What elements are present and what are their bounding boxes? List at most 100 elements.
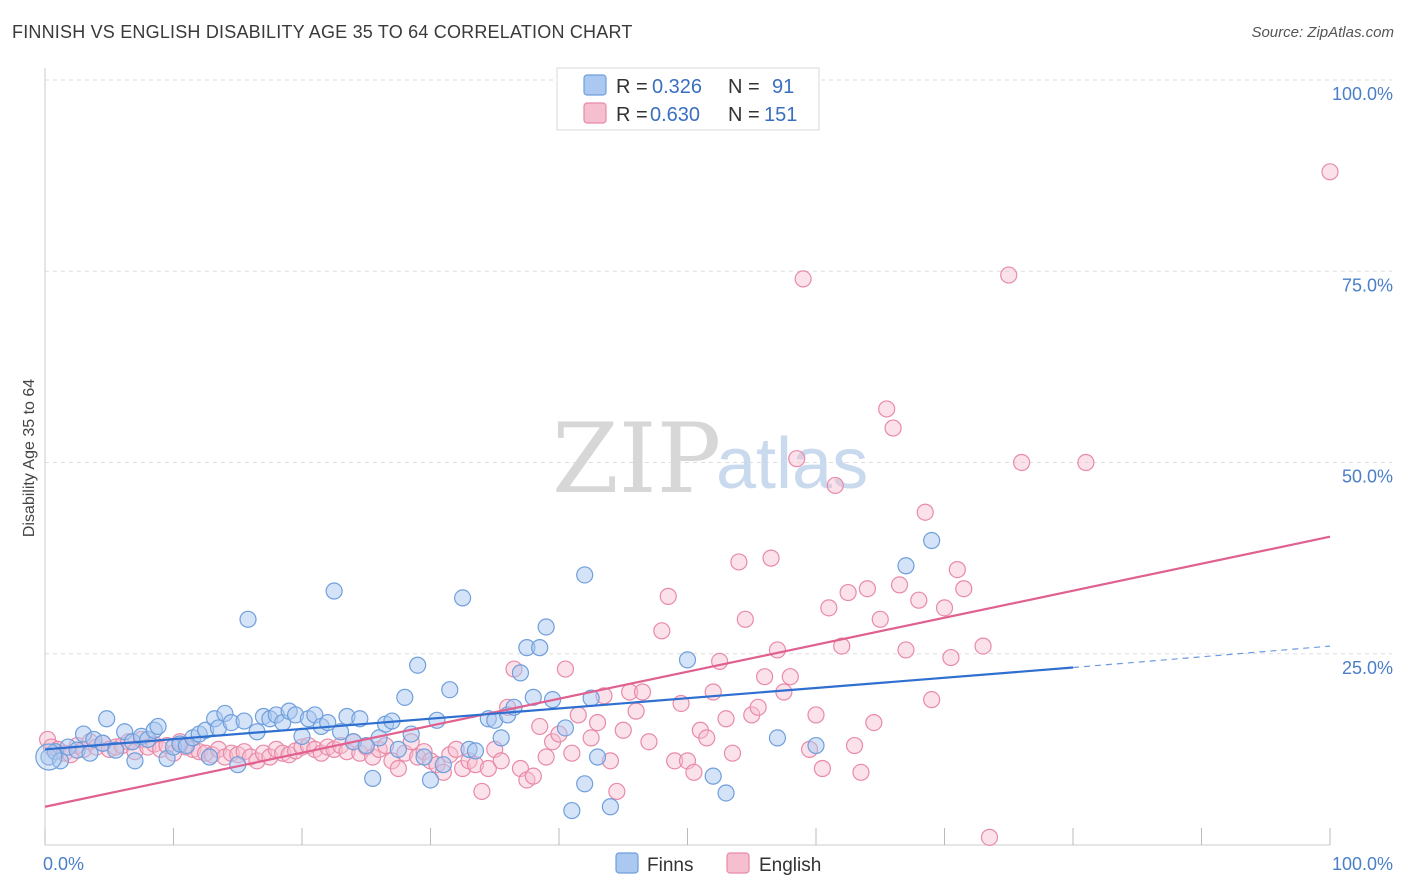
english-point — [768, 641, 787, 659]
finns-point — [434, 756, 452, 774]
finns-point — [331, 723, 350, 741]
finns-point — [35, 743, 63, 771]
english-point — [556, 660, 575, 678]
bottom-legend-finns: Finns — [647, 855, 693, 876]
legend-swatch-finns — [583, 74, 607, 96]
english-point — [974, 637, 992, 655]
english-point — [492, 752, 510, 770]
finns-point — [441, 681, 459, 699]
english-point — [531, 717, 549, 736]
trend-lines — [44, 535, 1331, 808]
english-point — [839, 583, 857, 602]
english-point — [826, 476, 844, 495]
english-point — [852, 763, 870, 781]
finns-point — [200, 748, 219, 766]
finns-point — [409, 656, 427, 674]
english-point — [582, 729, 600, 747]
english-point — [762, 549, 780, 567]
source-label: Source: ZipAtlas.com — [1251, 24, 1394, 41]
finns-point — [563, 801, 581, 820]
english-point — [614, 721, 632, 739]
finns-point — [717, 784, 735, 802]
english-point — [858, 580, 877, 598]
finns-point — [576, 566, 594, 584]
finns-trend-line — [44, 666, 1074, 751]
finns-point — [531, 639, 549, 657]
english-trend-line — [44, 535, 1331, 808]
finns-point — [364, 769, 382, 788]
y-tick-label: 50.0% — [1342, 467, 1393, 487]
legend-r-label: R = — [616, 76, 648, 98]
finns-point — [239, 610, 257, 628]
finns-trend-extension — [1072, 645, 1331, 669]
finns-point — [357, 736, 375, 755]
english-point — [563, 744, 581, 762]
english-point — [833, 637, 851, 655]
english-point — [479, 759, 497, 778]
english-point — [955, 580, 973, 598]
legend-n-label: N = — [728, 104, 760, 126]
english-point — [537, 748, 555, 766]
legend-r-label: R = — [616, 104, 648, 126]
y-tick-label: 75.0% — [1342, 275, 1393, 295]
finns-point — [396, 688, 414, 706]
english-point — [794, 270, 812, 288]
english-point — [755, 668, 774, 686]
legend-n-value: 151 — [764, 104, 797, 126]
finns-point — [415, 748, 433, 766]
finns-point — [537, 618, 555, 636]
tick-labels: 100.0% 75.0% 50.0% 25.0% 0.0% 100.0% — [43, 84, 1393, 874]
english-point — [588, 713, 607, 732]
finns-point — [588, 748, 607, 766]
y-axis-label: Disability Age 35 to 64 — [21, 379, 38, 537]
english-point — [569, 706, 587, 724]
finns-point — [923, 531, 941, 550]
finns-point — [149, 717, 167, 736]
finns-point — [293, 727, 311, 745]
english-point — [749, 698, 767, 716]
finns-point — [511, 664, 530, 682]
gridlines — [45, 79, 1392, 655]
english-point — [878, 400, 896, 418]
x-tick-label: 0.0% — [43, 854, 84, 874]
legend-n-label: N = — [728, 76, 760, 98]
english-point — [473, 782, 491, 801]
english-point — [723, 744, 742, 762]
finns-point — [768, 729, 787, 747]
english-point — [788, 450, 806, 468]
english-point — [935, 599, 954, 617]
finns-point — [704, 767, 722, 785]
finns-point — [601, 798, 620, 816]
english-point — [942, 648, 960, 667]
finns-point — [492, 729, 510, 747]
finns-point — [576, 775, 594, 793]
english-point — [659, 587, 677, 605]
english-point — [813, 759, 832, 778]
english-point — [640, 733, 658, 751]
bottom-legend-swatch-finns — [615, 852, 639, 874]
english-point — [1077, 453, 1095, 472]
finns-point — [351, 710, 369, 728]
finns-point — [325, 582, 343, 600]
english-point — [730, 553, 748, 571]
english-point — [1321, 163, 1339, 181]
finns-point — [524, 688, 542, 706]
finns-point — [897, 557, 915, 575]
english-point — [884, 419, 902, 437]
english-point — [633, 683, 652, 701]
english-point — [736, 610, 754, 628]
finns-point — [98, 710, 116, 728]
x-tick-label: 100.0% — [1332, 854, 1393, 874]
finns-point — [389, 740, 407, 758]
english-point — [980, 828, 999, 846]
english-point — [923, 691, 941, 709]
finns-point — [51, 752, 70, 770]
y-tick-label: 100.0% — [1332, 84, 1393, 104]
english-point — [698, 729, 716, 747]
english-point — [608, 782, 626, 801]
legend-n-value: 91 — [772, 76, 794, 98]
finns-point — [126, 752, 144, 770]
finns-point — [807, 736, 825, 755]
english-point — [807, 706, 825, 724]
